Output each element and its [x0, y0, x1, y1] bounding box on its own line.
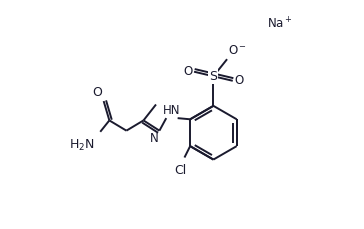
Text: O$^-$: O$^-$	[228, 44, 247, 57]
Text: O: O	[93, 86, 103, 99]
Text: H$_2$N: H$_2$N	[69, 138, 95, 153]
Text: Cl: Cl	[174, 164, 186, 177]
Text: O: O	[234, 74, 244, 87]
Text: HN: HN	[163, 104, 181, 117]
Text: Na$^+$: Na$^+$	[267, 16, 293, 31]
Text: N: N	[150, 132, 158, 145]
Text: O: O	[183, 65, 192, 78]
Text: S: S	[209, 70, 217, 83]
